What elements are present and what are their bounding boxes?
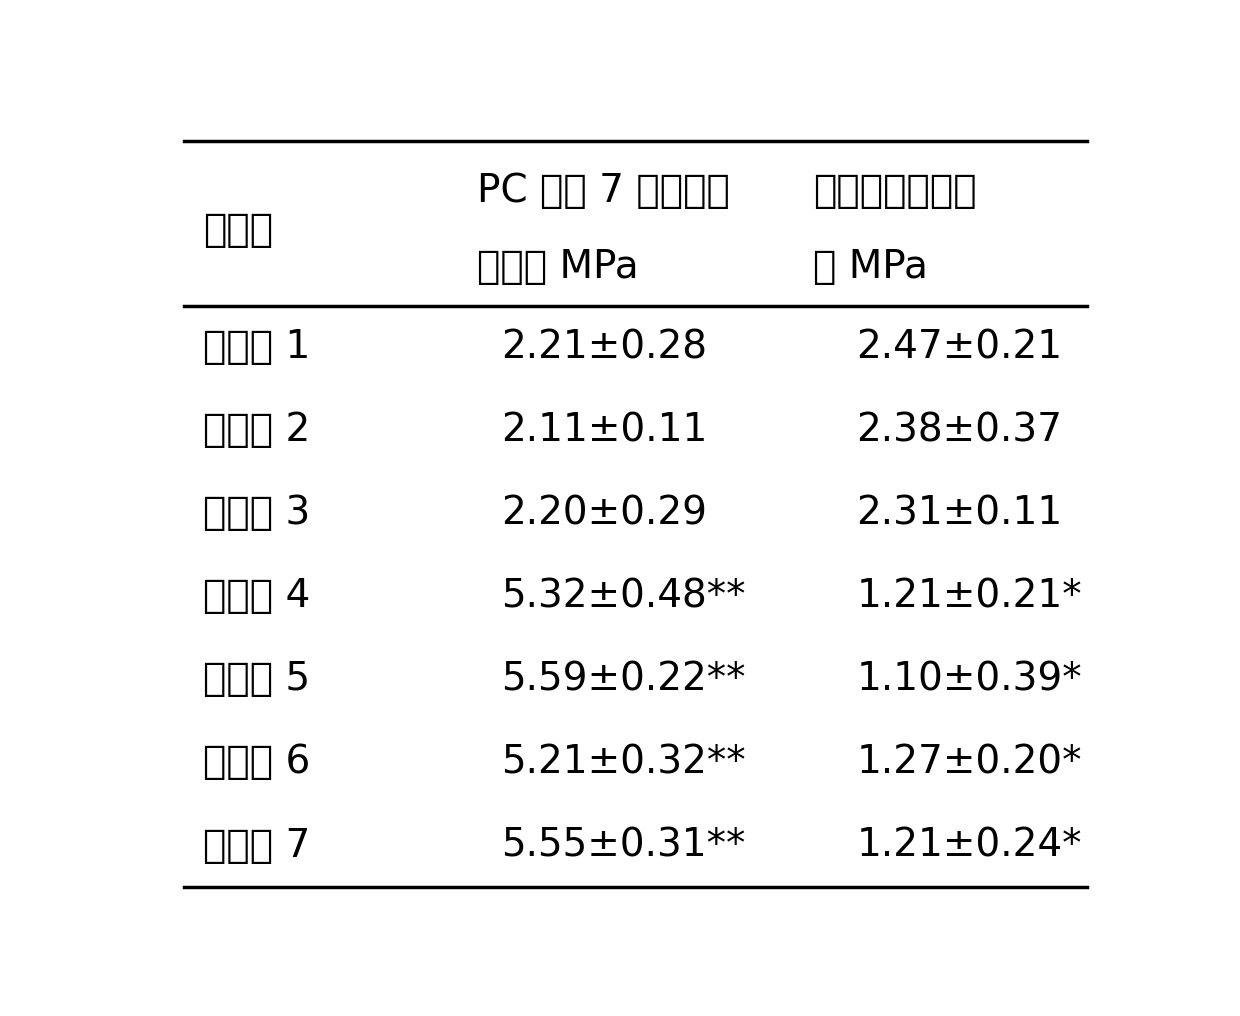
- Text: 2.31±0.11: 2.31±0.11: [857, 495, 1063, 532]
- Text: 实施例 4: 实施例 4: [203, 577, 310, 616]
- Text: 1.21±0.21*: 1.21±0.21*: [857, 577, 1083, 616]
- Text: 1.10±0.39*: 1.10±0.39*: [857, 660, 1083, 698]
- Text: 实施例 1: 实施例 1: [203, 328, 310, 367]
- Text: 1.27±0.20*: 1.27±0.20*: [857, 744, 1083, 781]
- Text: 5.55±0.31**: 5.55±0.31**: [501, 826, 745, 865]
- Text: 2.21±0.28: 2.21±0.28: [501, 328, 707, 367]
- Text: 5.32±0.48**: 5.32±0.48**: [501, 577, 745, 616]
- Text: 实施例 2: 实施例 2: [203, 411, 310, 449]
- Text: 5.59±0.22**: 5.59±0.22**: [501, 660, 745, 698]
- Text: 2.11±0.11: 2.11±0.11: [501, 411, 707, 449]
- Text: PC 浸泡 7 天后的粘: PC 浸泡 7 天后的粘: [477, 172, 730, 209]
- Text: 2.38±0.37: 2.38±0.37: [857, 411, 1063, 449]
- Text: 5.21±0.32**: 5.21±0.32**: [501, 744, 745, 781]
- Text: 粘合强度的降低: 粘合强度的降低: [813, 172, 977, 209]
- Text: 2.47±0.21: 2.47±0.21: [857, 328, 1063, 367]
- Text: 实施例 7: 实施例 7: [203, 826, 310, 865]
- Text: 接强度 MPa: 接强度 MPa: [477, 248, 639, 285]
- Text: 1.21±0.24*: 1.21±0.24*: [857, 826, 1083, 865]
- Text: 2.20±0.29: 2.20±0.29: [501, 495, 707, 532]
- Text: 实施例 3: 实施例 3: [203, 495, 310, 532]
- Text: 値 MPa: 値 MPa: [813, 248, 929, 285]
- Text: 实验组: 实验组: [203, 211, 273, 249]
- Text: 实施例 6: 实施例 6: [203, 744, 310, 781]
- Text: 实施例 5: 实施例 5: [203, 660, 310, 698]
